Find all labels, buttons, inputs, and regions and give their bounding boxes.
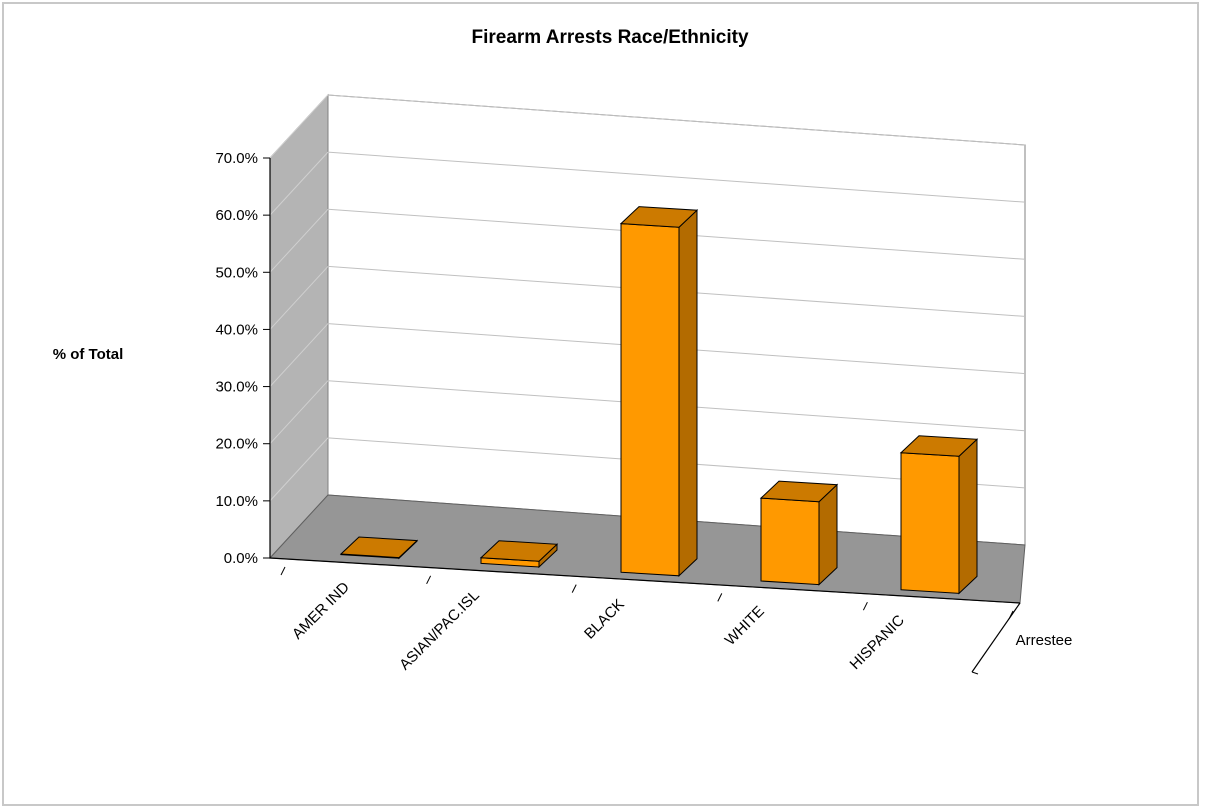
series-axis-line [971,602,1021,673]
y-tick-label: 40.0% [215,321,258,338]
x-tick-mark [862,601,868,611]
bar-top [339,536,419,559]
gridline [269,380,329,445]
bar-side [678,209,698,577]
x-tick-label: HISPANIC [846,612,907,673]
gridline [269,266,329,330]
bar [760,497,820,586]
series-axis-label: Arrestee [1016,632,1073,649]
chart-title: Firearm Arrests Race/Ethnicity [471,27,748,48]
gridline [269,94,329,159]
gridline [327,94,1026,146]
y-tick-label: 0.0% [224,550,258,567]
x-tick-mark [426,575,432,585]
x-tick-mark [717,593,723,602]
bar-top [759,480,839,503]
x-tick-mark [571,584,577,593]
x-tick-mark [280,566,286,576]
plot-area: 0.0% 10.0% 20.0% 30.0% 40.0% 50.0% 60.0% 70.0% A… [215,93,1026,675]
gridline [269,323,329,387]
gridline [269,437,329,502]
x-tick-mark [1008,610,1014,620]
x-axis-line [269,557,1021,604]
bar-top [619,206,699,228]
gridline [327,151,1026,203]
bar [900,452,960,594]
side-wall [269,93,329,560]
y-tick-label: 60.0% [215,207,258,224]
y-tick-label: 20.0% [215,436,258,453]
y-tick-label: 70.0% [215,150,258,167]
bar-side [958,438,978,595]
x-tick-label: BLACK [581,596,628,643]
bar-top [899,435,979,457]
y-tick-label: 30.0% [215,379,258,396]
gridline [269,208,329,273]
gridline [269,151,329,216]
bar [620,223,680,577]
y-axis-label: % of Total [53,346,124,363]
x-tick-label: WHITE [722,603,768,649]
series-axis-tick [971,671,979,675]
bar-top [479,540,559,562]
x-tick-label: AMER IND [289,579,353,643]
x-tick-label: ASIAN/PAC.ISL [396,587,483,674]
y-tick-label: 50.0% [215,264,258,281]
y-tick-label: 10.0% [215,493,258,510]
